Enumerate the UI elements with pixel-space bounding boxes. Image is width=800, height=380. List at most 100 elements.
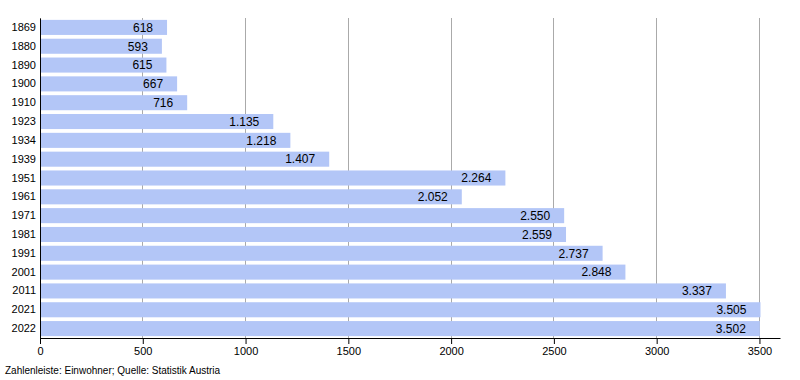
tick-label: 500	[134, 345, 152, 357]
bar	[40, 208, 564, 223]
tick: 3500	[748, 338, 772, 357]
data-label: 3.505	[716, 303, 746, 317]
tick: 1991	[12, 247, 36, 259]
bar	[40, 246, 603, 261]
tick-label: 2500	[542, 345, 566, 357]
tick-label: 1939	[12, 153, 36, 165]
data-label: 615	[132, 58, 152, 72]
tick-label: 3000	[645, 345, 669, 357]
tick: 1951	[12, 172, 36, 184]
x-axis: 0 500 1000 1500 2000 2500 3000 3500	[37, 338, 780, 357]
tick-label: 1981	[12, 228, 36, 240]
data-label: 2.737	[559, 247, 589, 261]
bar	[40, 227, 566, 242]
tick-label: 0	[37, 345, 43, 357]
tick-label: 1869	[12, 21, 36, 33]
tick-label: 2011	[12, 284, 36, 296]
tick-mark	[657, 338, 658, 344]
data-label: 618	[133, 21, 153, 35]
tick-mark	[246, 338, 247, 344]
bar	[40, 283, 726, 298]
tick: 3000	[645, 338, 669, 357]
tick: 2022	[12, 322, 36, 334]
bar	[40, 114, 273, 129]
tick-label: 1961	[12, 190, 36, 202]
data-label: 1.407	[285, 152, 315, 166]
bar	[40, 76, 177, 91]
bars	[40, 20, 760, 336]
tick-mark	[554, 338, 555, 344]
bar	[40, 95, 187, 110]
data-label: 2.848	[581, 265, 611, 279]
tick-label: 1500	[337, 345, 361, 357]
tick: 1939	[12, 153, 36, 165]
tick: 1981	[12, 228, 36, 240]
tick-label: 2022	[12, 322, 36, 334]
tick: 1971	[12, 209, 36, 221]
tick: 2000	[439, 338, 463, 357]
tick-label: 1934	[12, 134, 36, 146]
tick-mark	[143, 338, 144, 344]
data-label: 2.264	[461, 171, 491, 185]
grid	[40, 18, 759, 338]
tick: 1000	[234, 338, 258, 357]
tick: 1910	[12, 96, 36, 108]
bar	[40, 189, 462, 204]
y-axis: 1869 1880 1890 1900 1910 1923 1934 1939 1951 1961…	[12, 19, 41, 339]
tick: 1923	[12, 115, 36, 127]
tick: 0	[37, 338, 43, 357]
data-label: 2.550	[520, 209, 550, 223]
tick-label: 2001	[12, 266, 36, 278]
tick: 2011	[12, 284, 36, 296]
tick: 1934	[12, 134, 36, 146]
tick-label: 1971	[12, 209, 36, 221]
bar	[40, 58, 166, 73]
tick-label: 2000	[439, 345, 463, 357]
data-label: 2.052	[418, 190, 448, 204]
tick: 500	[134, 338, 152, 357]
tick: 1890	[12, 59, 36, 71]
tick-mark	[759, 338, 760, 344]
data-label: 3.502	[716, 322, 746, 336]
tick: 1900	[12, 77, 36, 89]
bar	[40, 20, 167, 35]
data-label: 1.218	[246, 134, 276, 148]
tick-label: 1991	[12, 247, 36, 259]
tick: 1880	[12, 40, 36, 52]
data-label: 3.337	[682, 284, 712, 298]
data-labels: 618 593 615 667 716 1.135 1.218 1.407 2.264 2.052…	[128, 21, 747, 336]
tick-label: 1910	[12, 96, 36, 108]
tick-label: 1900	[12, 77, 36, 89]
tick: 1961	[12, 190, 36, 202]
tick-mark	[348, 338, 349, 344]
data-label: 667	[143, 77, 163, 91]
tick-label: 2021	[12, 303, 36, 315]
bar	[40, 133, 290, 148]
tick-label: 1951	[12, 172, 36, 184]
tick: 1869	[12, 21, 36, 33]
tick-mark	[40, 338, 41, 344]
data-label: 2.559	[522, 228, 552, 242]
bar	[40, 265, 625, 280]
bar	[40, 302, 760, 317]
axis-line	[41, 338, 781, 339]
tick: 2500	[542, 338, 566, 357]
tick: 2021	[12, 303, 36, 315]
tick-label: 1880	[12, 40, 36, 52]
tick-label: 1000	[234, 345, 258, 357]
tick: 2001	[12, 266, 36, 278]
axis-line	[40, 19, 41, 339]
grid-line	[40, 18, 41, 338]
annotation: Zahlenleiste: Einwohner; Quelle: Statist…	[5, 365, 221, 376]
bar	[40, 321, 760, 336]
tick: 1500	[337, 338, 361, 357]
bar	[40, 39, 162, 54]
data-label: 1.135	[229, 115, 259, 129]
tick-label: 1890	[12, 59, 36, 71]
chart: 618 593 615 667 716 1.135 1.218 1.407 2.264 2.052…	[0, 0, 800, 380]
tick-mark	[451, 338, 452, 344]
tick-label: 3500	[748, 345, 772, 357]
data-label: 593	[128, 40, 148, 54]
bar	[40, 152, 329, 167]
data-label: 716	[153, 96, 173, 110]
